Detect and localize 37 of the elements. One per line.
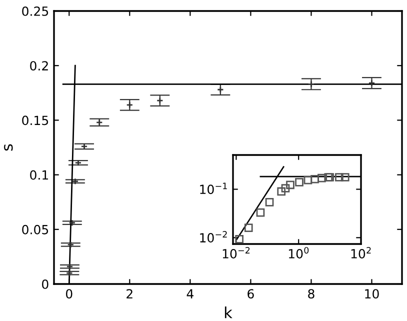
y-tick-label: 0.2 (30, 61, 48, 71)
point (66, 263, 74, 270)
x-tick-label: 10 (365, 289, 379, 299)
y-tick-label: 0 (42, 279, 48, 289)
point (318, 174, 326, 182)
point (256, 208, 265, 217)
point (310, 174, 319, 184)
point (368, 80, 376, 87)
y-tick-label: 0.25 (22, 6, 48, 16)
y-tick-label: 0.05 (22, 224, 48, 234)
point (68, 219, 76, 226)
point (156, 97, 164, 104)
point (216, 86, 224, 94)
y-tick-label: 0.1 (30, 170, 48, 180)
point (96, 118, 103, 126)
x-tick-label: 10$^{−2}$ (222, 246, 250, 258)
x-tick-label: 4 (186, 289, 194, 298)
point (281, 184, 290, 192)
x-tick-label: 2 (126, 289, 132, 298)
point (265, 198, 274, 206)
point (72, 178, 79, 185)
point (295, 178, 304, 186)
x-tick-label: 0 (66, 289, 72, 299)
point (304, 176, 312, 184)
x-tick-label: 10$^{0}$ (288, 246, 309, 258)
x-tick-label: 10$^{2}$ (351, 246, 371, 258)
x-axis-title: k (224, 306, 232, 318)
x-tick-label: 8 (308, 289, 314, 299)
point (126, 101, 134, 108)
point (308, 80, 315, 88)
y-axis-title: s (4, 144, 13, 151)
y-tick-label: 10$^{−1}$ (200, 182, 227, 194)
y-tick-label: 0.15 (22, 116, 48, 126)
point (66, 270, 73, 277)
x-tick-label: 6 (248, 289, 254, 299)
point (286, 180, 294, 190)
point (67, 241, 74, 248)
